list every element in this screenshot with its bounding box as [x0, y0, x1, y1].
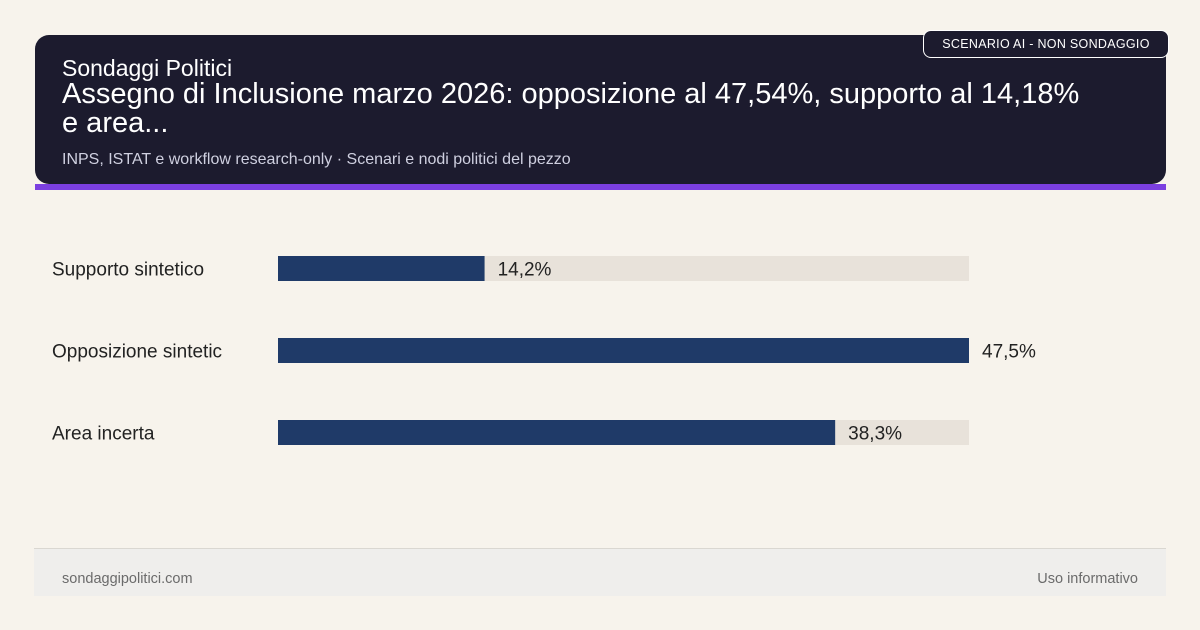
category-label: Area incerta — [52, 424, 155, 445]
header-banner: Sondaggi Politici Assegno di Inclusione … — [35, 35, 1166, 184]
scenario-badge: SCENARIO AI - NON SONDAGGIO — [923, 30, 1169, 58]
footer-note: Uso informativo — [1037, 571, 1138, 587]
footer-site-link[interactable]: sondaggipolitici.com — [62, 571, 193, 587]
footer: sondaggipolitici.com Uso informativo — [34, 548, 1166, 596]
bar — [278, 256, 485, 281]
category-label: Opposizione sintetic — [52, 342, 222, 363]
site-name: Sondaggi Politici — [62, 55, 233, 81]
category-label: Supporto sintetico — [52, 260, 204, 281]
headline: Assegno di Inclusione marzo 2026: opposi… — [62, 78, 1080, 139]
bar — [278, 420, 836, 445]
value-label: 38,3% — [848, 424, 902, 445]
value-label: 47,5% — [982, 342, 1036, 363]
header-accent-bar — [35, 184, 1166, 190]
subtitle: INPS, ISTAT e workflow research-only · S… — [62, 151, 571, 168]
bar — [278, 338, 969, 363]
value-label: 14,2% — [498, 260, 552, 281]
